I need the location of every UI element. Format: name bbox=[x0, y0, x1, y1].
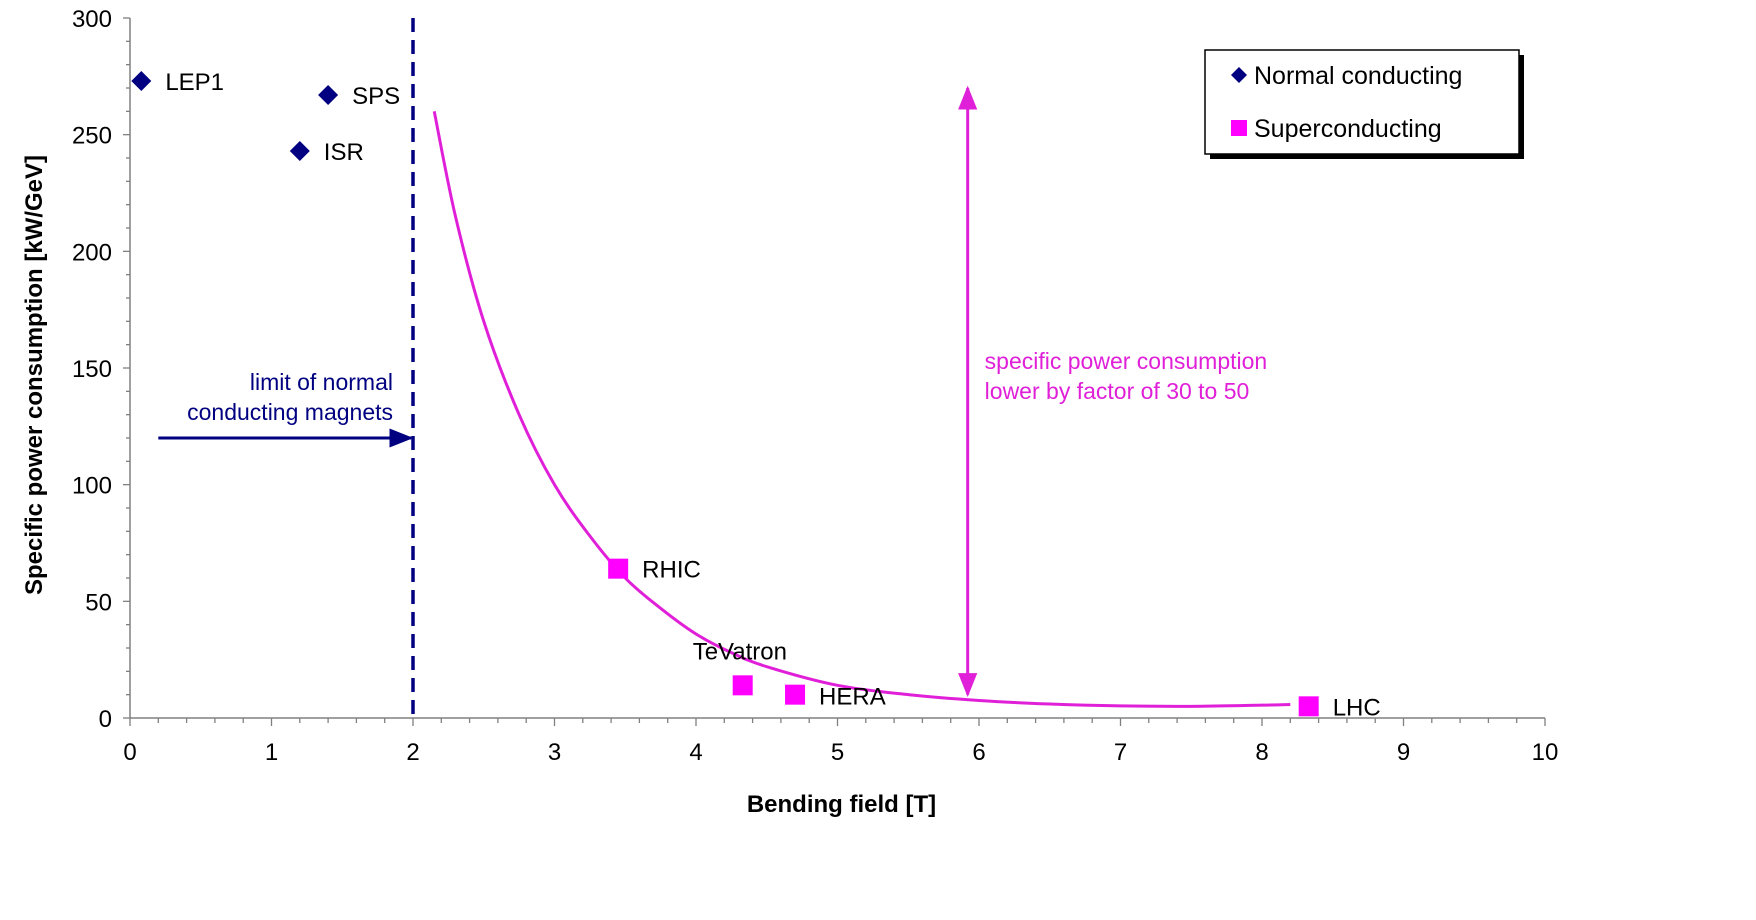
limit-annotation-text: conducting magnets bbox=[187, 399, 393, 425]
y-axis-title: Specific power consumption [kW/GeV] bbox=[21, 155, 48, 595]
y-tick-label: 100 bbox=[72, 473, 112, 500]
y-tick-label: 150 bbox=[72, 356, 112, 383]
legend-label: Normal conducting bbox=[1254, 62, 1462, 90]
y-tick-label: 250 bbox=[72, 123, 112, 150]
point-tevatron bbox=[732, 675, 753, 696]
y-tick-label: 0 bbox=[99, 706, 112, 733]
trend-curve-layer bbox=[432, 111, 1291, 708]
x-tick-label: 2 bbox=[406, 739, 419, 766]
x-tick-label: 7 bbox=[1114, 739, 1127, 766]
point-sps bbox=[318, 85, 339, 105]
point-isr bbox=[289, 141, 310, 161]
legend-square-marker bbox=[1231, 120, 1247, 136]
label-isr: ISR bbox=[324, 139, 364, 166]
label-hera: HERA bbox=[819, 684, 886, 711]
x-tick-label: 1 bbox=[265, 739, 278, 766]
x-tick-label: 4 bbox=[689, 739, 702, 766]
trend-curve bbox=[432, 111, 1291, 708]
x-tick-label: 6 bbox=[972, 739, 985, 766]
x-tick-label: 9 bbox=[1397, 739, 1410, 766]
x-tick-label: 10 bbox=[1532, 739, 1559, 766]
limit-annotation-text: limit of normal bbox=[250, 369, 393, 395]
axes: 0 50 100 150 200 250 300 0 1 2 3 4 5 6 7 8 9 10 Bending fi… bbox=[21, 6, 1558, 818]
label-sps: SPS bbox=[352, 83, 400, 110]
legend-label: Superconducting bbox=[1254, 115, 1442, 143]
data-points: LEP1 SPS ISR RHIC TeVatron HERA LHC bbox=[131, 69, 1381, 721]
y-tick-label: 200 bbox=[72, 239, 112, 266]
y-tick-label: 50 bbox=[85, 589, 112, 616]
point-hera bbox=[785, 684, 806, 705]
x-tick-label: 0 bbox=[123, 739, 136, 766]
x-tick-label: 3 bbox=[548, 739, 561, 766]
legend-box bbox=[1204, 49, 1520, 155]
legend: Normal conducting Superconducting bbox=[1204, 49, 1524, 159]
point-lep1 bbox=[131, 71, 152, 91]
label-lhc: LHC bbox=[1333, 694, 1381, 721]
x-tick-label: 5 bbox=[831, 739, 844, 766]
y-tick-label: 300 bbox=[72, 6, 112, 33]
label-tevatron: TeVatron bbox=[693, 638, 787, 665]
factor-annotation-text: lower by factor of 30 to 50 bbox=[985, 378, 1250, 404]
x-tick-label: 8 bbox=[1255, 739, 1268, 766]
label-rhic: RHIC bbox=[642, 557, 701, 584]
factor-annotation-text: specific power consumption bbox=[985, 348, 1268, 374]
point-lhc bbox=[1298, 696, 1319, 717]
annotations: limit of normal conducting magnets specifi… bbox=[158, 18, 1267, 718]
x-axis-title: Bending field [T] bbox=[747, 791, 936, 818]
legend-diamond-marker bbox=[1231, 67, 1247, 83]
point-rhic bbox=[608, 558, 629, 579]
label-lep1: LEP1 bbox=[165, 69, 224, 96]
